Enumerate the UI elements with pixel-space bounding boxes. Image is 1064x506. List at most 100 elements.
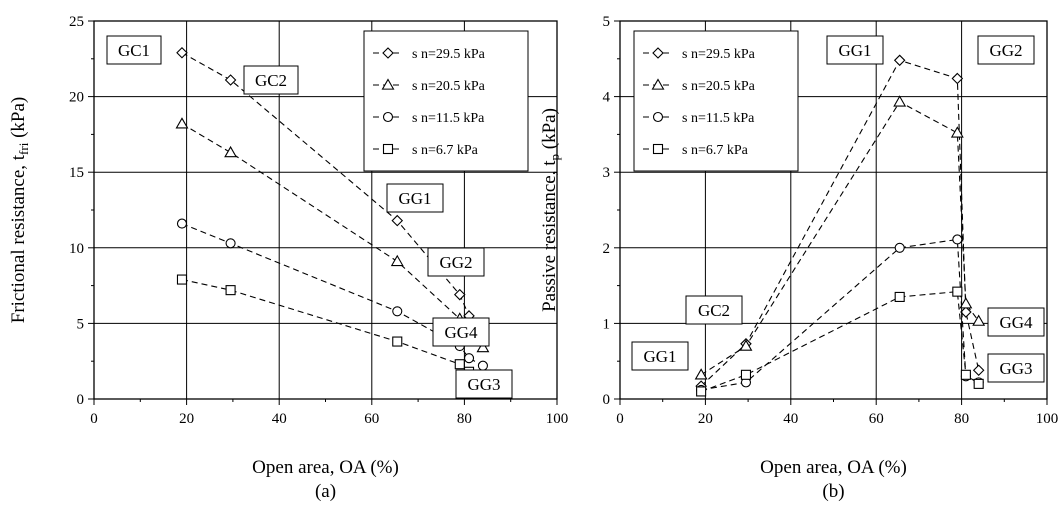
annotation-box: GG2 [427, 247, 485, 277]
annotation-frame [427, 247, 485, 277]
data-point-diamond [972, 364, 985, 377]
legend-item: s n=20.5 kPa [643, 78, 756, 94]
annotation-label: GG2 [989, 41, 1022, 60]
y-tick-label: 25 [69, 14, 84, 30]
data-point-circle [477, 360, 488, 371]
data-point-square [973, 378, 984, 389]
annotation-frame [455, 369, 513, 399]
y-axis-label-main: Frictional resistance, t [8, 154, 29, 323]
legend-label: s n=29.5 kPa [682, 47, 756, 62]
annotation-box: GG1 [826, 35, 884, 65]
chart-panel-b: 0 20 40 60 80 100 0 1 2 3 4 5 Open area, OA (%) Passi… [539, 14, 1058, 502]
y-tick-label: 5 [77, 316, 85, 332]
data-point-circle [463, 353, 475, 364]
legend-marker-square [382, 143, 394, 155]
data-point-diamond [960, 306, 972, 318]
y-axis-label: Passive resistance, tp (kPa) [539, 108, 562, 312]
annotation-label: GG3 [467, 375, 500, 394]
annotation-label: GG1 [643, 347, 676, 366]
data-point-circle [952, 234, 963, 245]
y-tick-label: 5 [603, 14, 611, 30]
data-point-diamond [391, 214, 404, 227]
legend-item: s n=6.7 kPa [643, 143, 749, 158]
annotation-label: GC2 [255, 71, 287, 90]
data-point-square [454, 359, 465, 370]
x-tick-label: 60 [364, 411, 379, 427]
legend-item: s n=6.7 kPa [373, 143, 479, 158]
annotation-label: GG1 [838, 41, 871, 60]
annotation-box: GG3 [455, 369, 513, 399]
legend-item: s n=29.5 kPa [373, 47, 486, 62]
data-point-square [960, 369, 971, 380]
annotation-frame [432, 317, 490, 347]
y-tick-label: 4 [603, 90, 611, 106]
y-axis-label-unit: (kPa) [539, 108, 560, 154]
data-point-diamond [176, 46, 188, 59]
data-point-triangle [739, 339, 753, 351]
annotation-box: GG4 [432, 317, 490, 347]
data-point-diamond [951, 72, 964, 85]
annotation-label: GC2 [698, 301, 730, 320]
legend-label: s n=11.5 kPa [682, 111, 755, 126]
data-point-triangle [959, 297, 973, 309]
annotation-frame [987, 307, 1045, 337]
panel-label: (b) [822, 481, 844, 502]
x-tick-label: 20 [179, 411, 194, 427]
panel-label: (a) [315, 481, 336, 502]
x-tick-label: 100 [1036, 411, 1059, 427]
annotation-box: GC2 [685, 295, 743, 325]
data-point-square [392, 336, 403, 347]
data-point-diamond [893, 54, 906, 67]
data-point-triangle [476, 340, 490, 353]
legend-item: s n=29.5 kPa [643, 47, 756, 62]
annotation-box: GG3 [987, 353, 1045, 383]
y-tick-label: 15 [69, 165, 84, 181]
data-point-triangle [694, 368, 708, 380]
data-point-triangle [893, 95, 907, 107]
annotation-frame [243, 65, 299, 95]
series-square [696, 286, 984, 397]
annotation-box: GG4 [987, 307, 1045, 337]
data-point-circle [392, 306, 403, 317]
data-point-circle [225, 238, 236, 249]
legend-label: s n=11.5 kPa [412, 111, 485, 126]
x-tick-label: 80 [954, 411, 969, 427]
y-tick-label: 0 [77, 392, 85, 408]
legend-marker-diamond [652, 47, 664, 59]
data-point-circle [894, 242, 905, 253]
x-tick-label: 40 [783, 411, 798, 427]
x-tick-label: 0 [616, 411, 624, 427]
data-point-circle [176, 218, 188, 229]
legend-marker-diamond [382, 47, 394, 59]
series-line [701, 238, 979, 391]
annotation-label: GG2 [439, 253, 472, 272]
x-tick-label: 20 [698, 411, 713, 427]
annotation-frame [826, 35, 884, 65]
data-point-square [225, 285, 236, 296]
data-point-triangle [224, 145, 238, 158]
data-point-square [176, 274, 188, 285]
annotation-frame [685, 295, 743, 325]
y-tick-label: 10 [69, 241, 84, 257]
x-tick-label: 60 [869, 411, 884, 427]
x-tick-label: 100 [546, 411, 569, 427]
annotation-box: GG1 [386, 183, 444, 213]
data-point-triangle [972, 314, 986, 326]
data-point-triangle [390, 254, 404, 267]
legend-marker-square [652, 143, 664, 155]
annotation-label: GC1 [118, 41, 150, 60]
annotation-frame [987, 353, 1045, 383]
legend-item: s n=11.5 kPa [373, 111, 485, 126]
y-tick-label: 0 [603, 392, 611, 408]
legend: s n=29.5 kPa s n=20.5 kPa s n=11.5 kPa s n=… [633, 30, 799, 172]
y-tick-label: 20 [69, 90, 84, 106]
legend-item: s n=11.5 kPa [643, 111, 755, 126]
annotation-box: GG1 [631, 341, 689, 371]
annotation-label: GG4 [999, 313, 1033, 332]
chart-panel-a: 0 20 40 60 80 100 0 5 10 15 20 25 Open area, OA (%) F… [8, 14, 568, 502]
y-tick-label: 3 [603, 165, 611, 181]
data-point-square [952, 286, 963, 297]
annotation-label: GG3 [999, 359, 1032, 378]
annotation-frame [977, 35, 1035, 65]
